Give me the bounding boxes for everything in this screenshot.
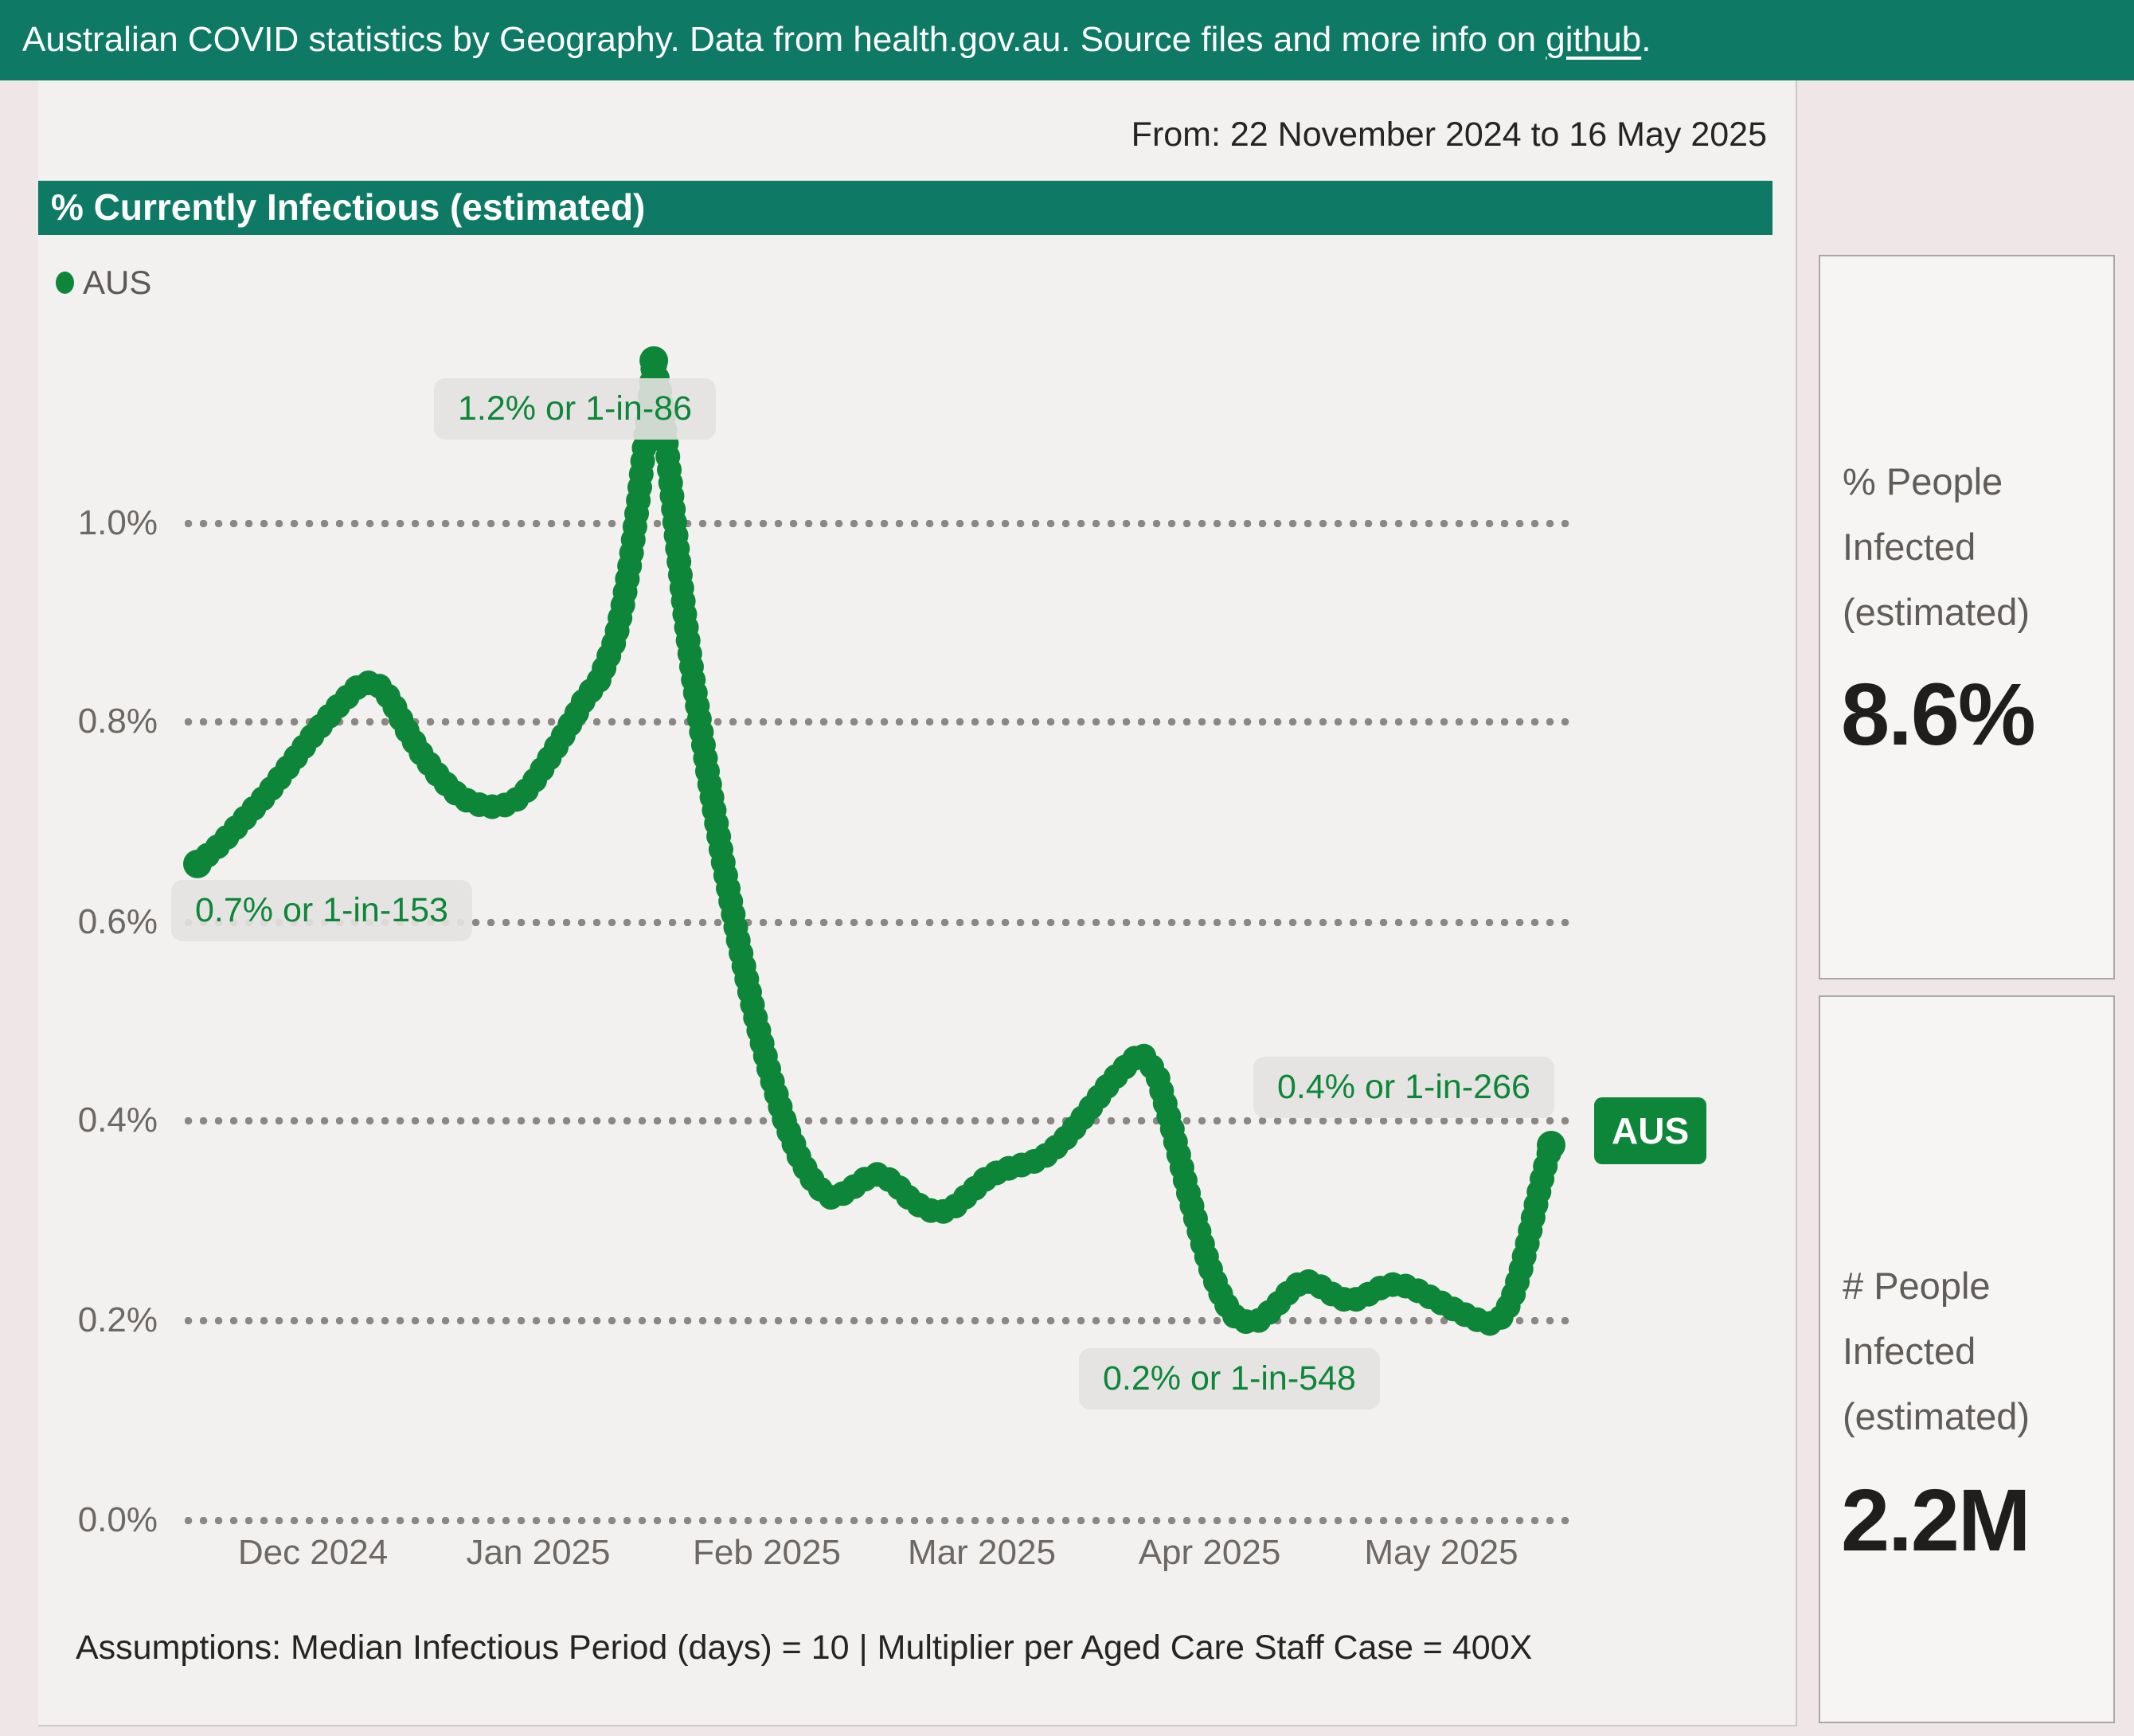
annotation-end: 0.4% or 1-in-266 xyxy=(1253,1057,1554,1118)
annotation-start: 0.7% or 1-in-153 xyxy=(171,880,472,941)
top-banner: Australian COVID statistics by Geography… xyxy=(0,0,2134,80)
kpi-card-percent-infected: % People Infected (estimated) 8.6% xyxy=(1819,255,2115,979)
annotation-low: 0.2% or 1-in-548 xyxy=(1079,1348,1380,1410)
chart-title-bar: % Currently Infectious (estimated) xyxy=(38,181,1772,235)
gridline-0.6 xyxy=(185,919,1575,926)
x-tick-label: May 2025 xyxy=(1364,1533,1518,1572)
annotation-peak: 1.2% or 1-in-86 xyxy=(434,378,716,440)
gridline-1.0 xyxy=(185,520,1575,527)
gridline-0.8 xyxy=(185,718,1575,725)
aus-series-line xyxy=(183,346,1565,1336)
y-tick-label: 1.0% xyxy=(77,503,158,542)
x-tick-label: Dec 2024 xyxy=(237,1533,389,1572)
legend-dot-icon xyxy=(56,272,74,294)
y-tick-label: 0.2% xyxy=(77,1300,158,1339)
y-tick-label: 0.6% xyxy=(77,902,158,941)
kpi-label: % People Infected (estimated) xyxy=(1843,460,2030,633)
github-link[interactable]: github xyxy=(1546,20,1642,59)
x-tick-label: Mar 2025 xyxy=(908,1533,1056,1572)
legend: AUS xyxy=(56,264,151,302)
date-range-label: From: 22 November 2024 to 16 May 2025 xyxy=(1131,115,1767,154)
banner-text-end: . xyxy=(1641,20,1651,59)
gridline-0.0 xyxy=(185,1517,1575,1524)
kpi-value: 8.6% xyxy=(1841,666,2036,764)
x-tick-label: Jan 2025 xyxy=(466,1533,611,1572)
chart-card: From: 22 November 2024 to 16 May 2025 % … xyxy=(38,80,1797,1726)
y-tick-label: 0.8% xyxy=(77,702,158,741)
y-tick-label: 0.0% xyxy=(77,1500,158,1539)
kpi-label: # People Infected (estimated) xyxy=(1843,1265,2030,1437)
gridline-0.2 xyxy=(185,1317,1575,1324)
series-end-badge: AUS xyxy=(1594,1097,1707,1164)
x-tick-label: Feb 2025 xyxy=(693,1533,841,1572)
assumptions-note: Assumptions: Median Infectious Period (d… xyxy=(76,1628,1533,1667)
legend-label: AUS xyxy=(83,264,152,301)
chart-title: % Currently Infectious (estimated) xyxy=(51,186,646,228)
y-tick-label: 0.4% xyxy=(77,1101,158,1140)
gridline-0.4 xyxy=(185,1117,1575,1124)
kpi-card-count-infected: # People Infected (estimated) 2.2M xyxy=(1819,995,2115,1723)
banner-text: Australian COVID statistics by Geography… xyxy=(22,20,1546,59)
x-tick-label: Apr 2025 xyxy=(1138,1533,1281,1572)
kpi-value: 2.2M xyxy=(1841,1472,2031,1570)
